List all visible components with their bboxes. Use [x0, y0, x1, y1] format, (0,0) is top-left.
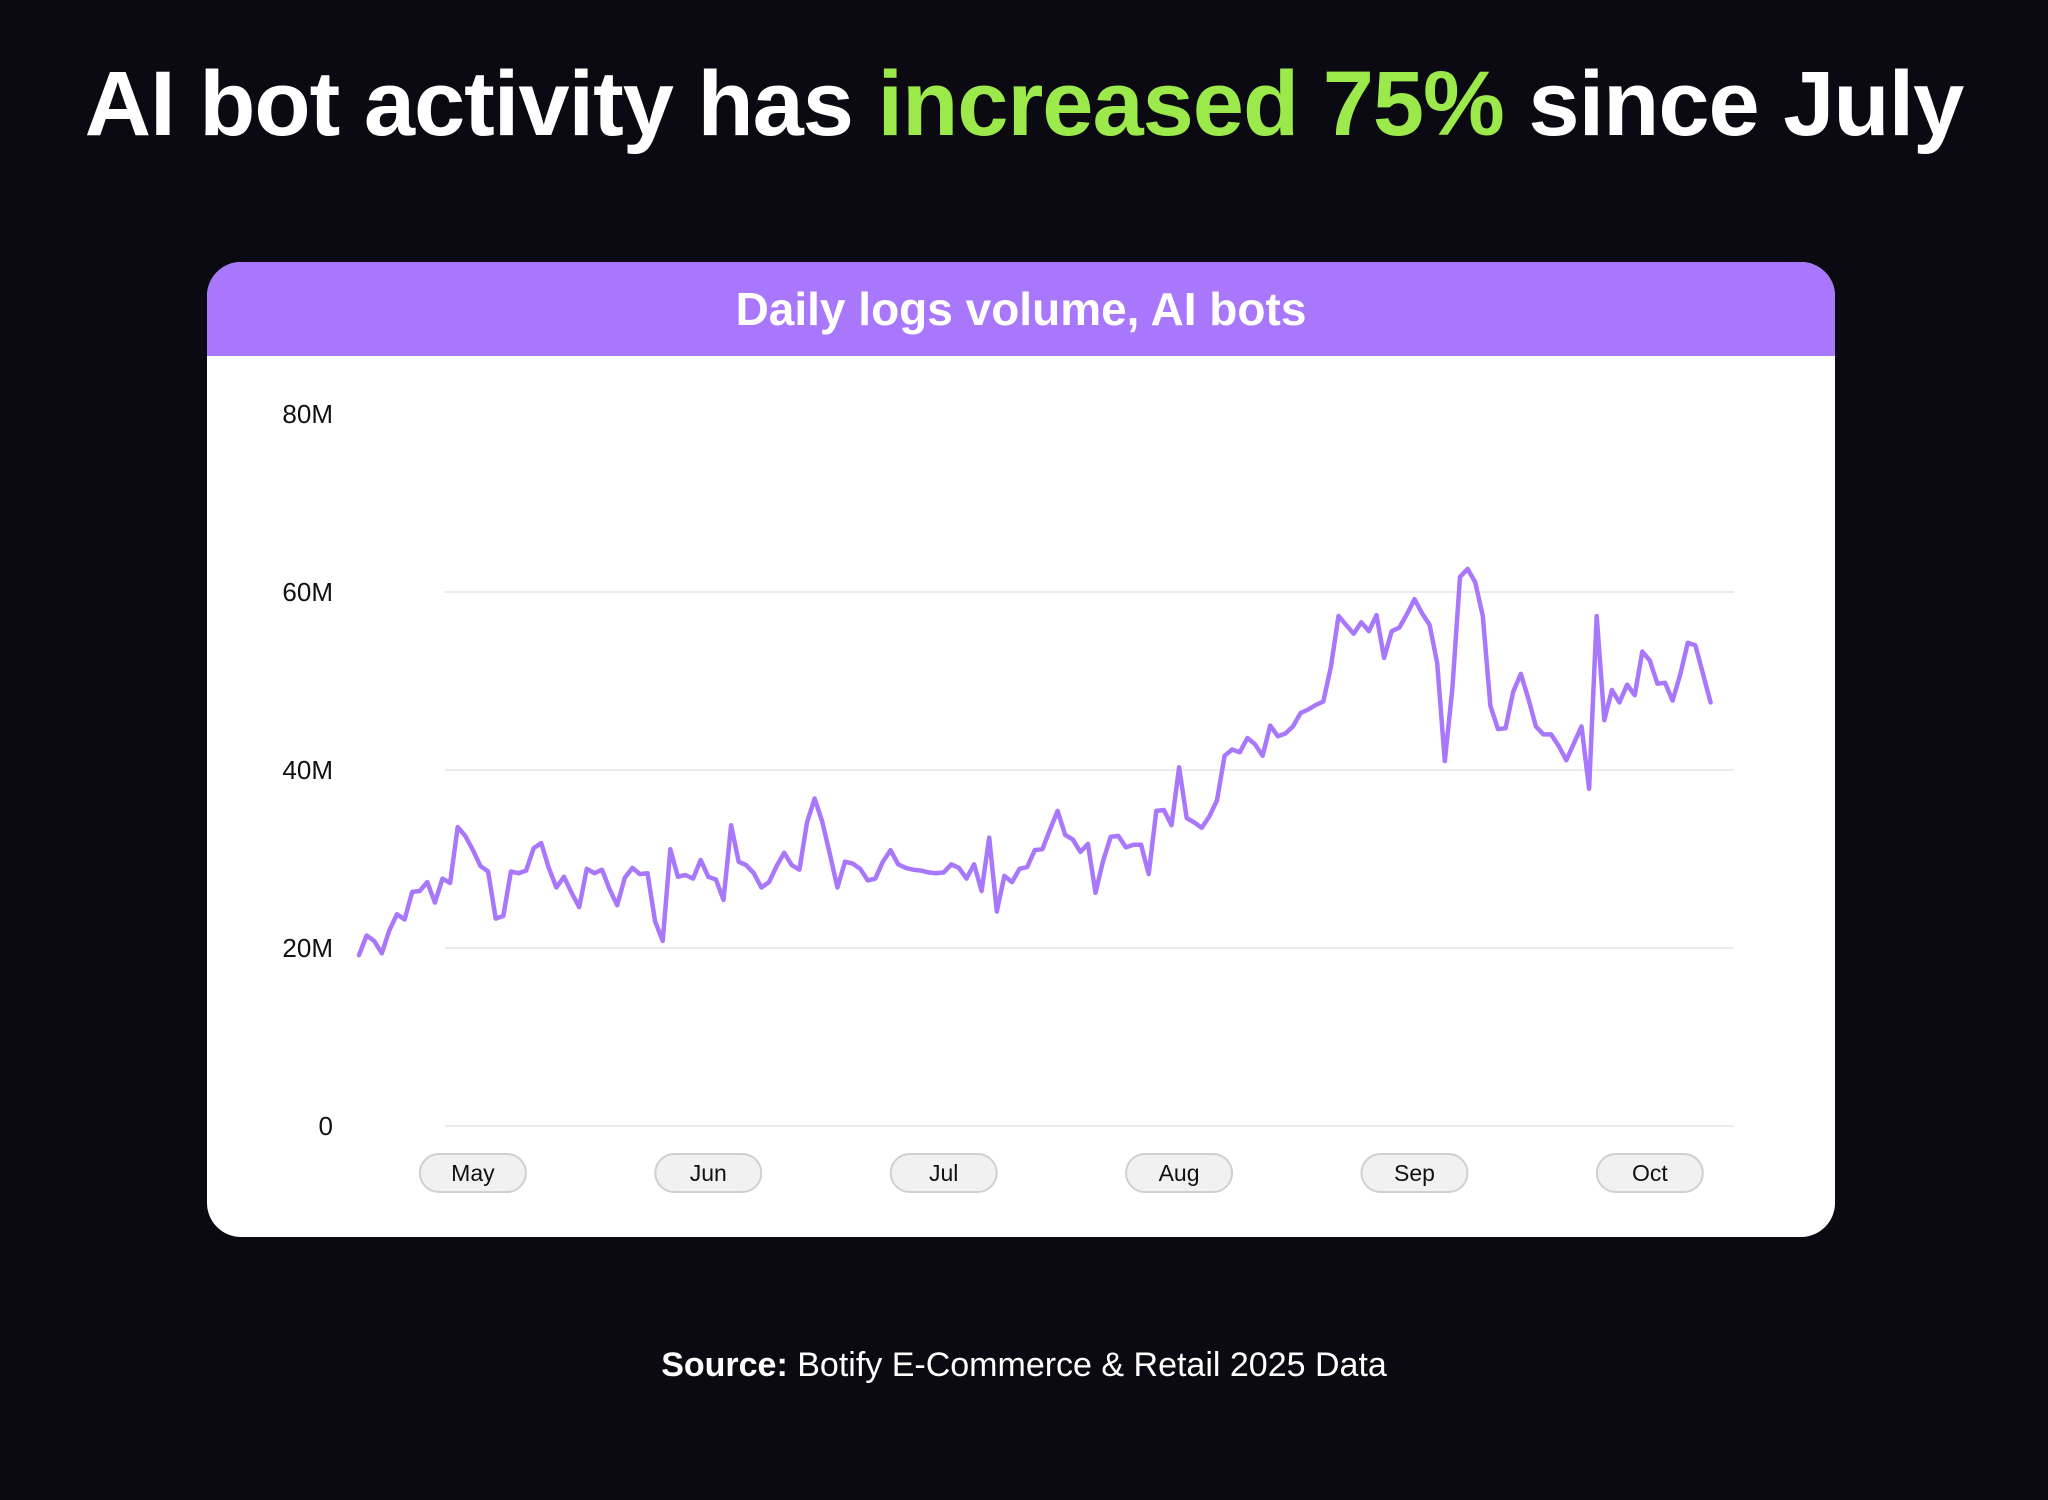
headline-suffix: since July — [1503, 53, 1964, 155]
headline-prefix: AI bot activity has — [84, 53, 878, 155]
y-tick-label: 20M — [282, 933, 333, 963]
x-tick-may: May — [418, 1153, 527, 1193]
x-tick-aug: Aug — [1125, 1153, 1234, 1193]
y-tick-label: 40M — [282, 755, 333, 785]
chart-title: Daily logs volume, AI bots — [207, 262, 1835, 356]
x-tick-label: Sep — [1394, 1160, 1435, 1186]
headline: AI bot activity has increased 75% since … — [0, 52, 2048, 157]
x-tick-sep: Sep — [1360, 1153, 1469, 1193]
x-tick-pill — [1595, 1153, 1704, 1193]
x-tick-label: Oct — [1632, 1160, 1668, 1186]
chart-card: Daily logs volume, AI bots 0 20M 40M 60M 80M… — [207, 262, 1835, 1237]
source-text: Botify E-Commerce & Retail 2025 Data — [787, 1346, 1387, 1384]
source-label: Source: — [661, 1346, 788, 1384]
x-tick-label: Aug — [1159, 1160, 1200, 1186]
y-tick-label: 60M — [282, 577, 333, 607]
x-tick-oct: Oct — [1595, 1153, 1704, 1193]
x-tick-pill — [654, 1153, 763, 1193]
series-line-ai-bots — [356, 566, 1713, 958]
y-tick-label: 80M — [282, 399, 333, 429]
x-tick-pill — [418, 1153, 527, 1193]
x-tick-jul: Jul — [889, 1153, 998, 1193]
x-tick-pill — [889, 1153, 998, 1193]
source-note: Source: Botify E-Commerce & Retail 2025 … — [0, 1346, 2048, 1385]
x-tick-pill — [1360, 1153, 1469, 1193]
x-tick-label: Jul — [929, 1160, 958, 1186]
headline-highlight: increased 75% — [877, 53, 1505, 155]
x-tick-jun: Jun — [654, 1153, 763, 1193]
line-chart: 0 20M 40M 60M 80M May Jun Jul Aug Sep Oct — [282, 399, 1734, 1193]
x-tick-label: Jun — [690, 1160, 727, 1186]
y-tick-label: 0 — [319, 1111, 333, 1141]
x-tick-label: May — [451, 1160, 495, 1186]
x-tick-pill — [1125, 1153, 1234, 1193]
